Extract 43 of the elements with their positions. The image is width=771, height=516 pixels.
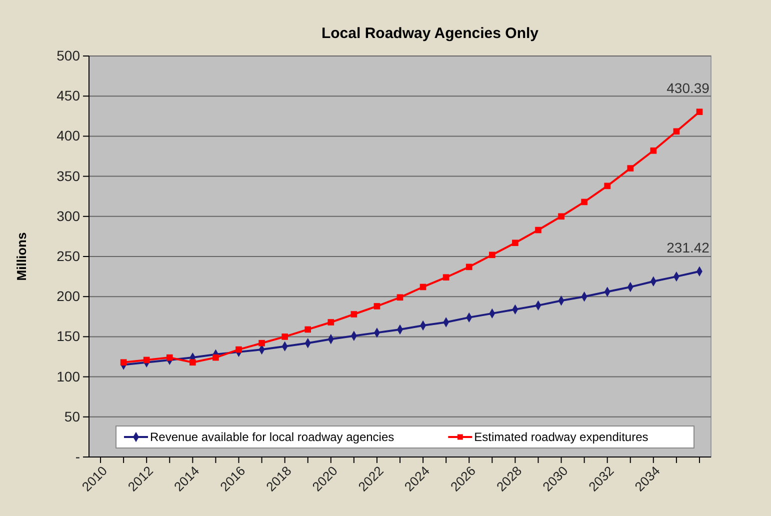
point: [190, 359, 196, 366]
point: [396, 294, 404, 301]
point: [442, 274, 450, 281]
y-tick-label: 200: [56, 288, 80, 304]
point: [166, 354, 173, 361]
point: [650, 147, 657, 154]
point: [627, 165, 634, 172]
point: [258, 340, 265, 346]
y-tick-label: 150: [56, 328, 80, 344]
y-tick-label: 500: [56, 47, 80, 64]
legend-label: Estimated roadway expenditures: [474, 430, 648, 444]
point: [143, 356, 150, 364]
y-tick-label: 400: [56, 128, 80, 144]
point: [420, 284, 426, 290]
point: [535, 226, 542, 234]
point: [558, 213, 564, 220]
point: [488, 252, 496, 258]
point: [328, 319, 334, 326]
point: [512, 240, 518, 246]
data-label: 430.39: [666, 80, 710, 96]
point: [466, 264, 472, 270]
point: [236, 346, 242, 353]
legend-label: Revenue available for local roadway agencies: [150, 430, 394, 444]
point: [581, 198, 588, 206]
point: [350, 311, 358, 318]
point: [696, 108, 703, 115]
point: [604, 182, 610, 190]
y-tick-label: 300: [56, 208, 80, 224]
y-tick-label: 250: [56, 248, 80, 264]
y-tick-label: -: [75, 448, 80, 464]
point: [304, 326, 312, 333]
y-tick-label: 450: [56, 88, 80, 104]
data-label: 231.42: [666, 239, 710, 256]
point: [374, 303, 380, 310]
chart-title: Local Roadway Agencies Only: [321, 25, 540, 42]
y-tick-label: 350: [56, 168, 80, 184]
point: [120, 359, 127, 366]
y-tick-label: 100: [56, 368, 80, 384]
y-axis-title: Millions: [14, 232, 29, 281]
point: [282, 334, 288, 340]
point: [673, 128, 680, 135]
y-tick-label: 50: [64, 408, 80, 424]
point: [212, 354, 219, 361]
